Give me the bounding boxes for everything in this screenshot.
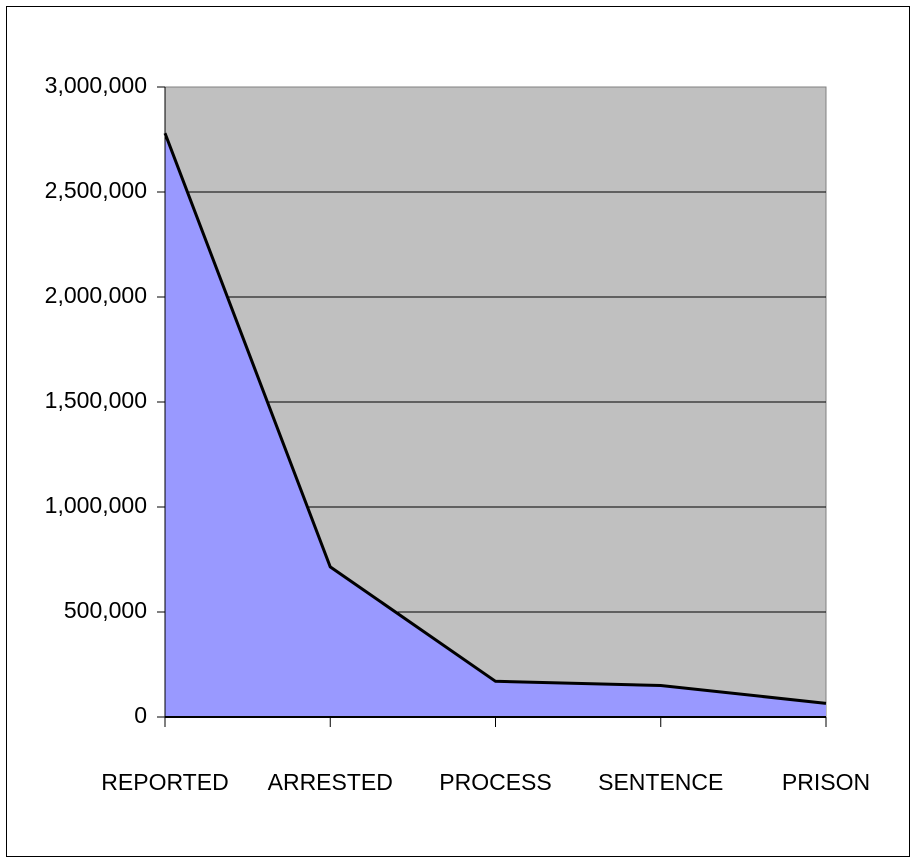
y-tick-label: 2,000,000: [45, 282, 147, 308]
y-tick-label: 3,000,000: [45, 72, 147, 98]
y-tick-label: 1,000,000: [45, 492, 147, 518]
x-tick-label: REPORTED: [101, 769, 228, 795]
y-tick-label: 2,500,000: [45, 177, 147, 203]
line: [163, 132, 827, 705]
y-tick-label: 500,000: [64, 597, 147, 623]
x-tick-label: PRISON: [782, 769, 870, 795]
area: [165, 133, 826, 717]
x-tick-label: ARRESTED: [268, 769, 393, 795]
x-tick-label: SENTENCE: [598, 769, 723, 795]
x-tick-label: PROCESS: [439, 769, 551, 795]
y-tick-label: 0: [134, 702, 147, 728]
y-tick-label: 1,500,000: [45, 387, 147, 413]
